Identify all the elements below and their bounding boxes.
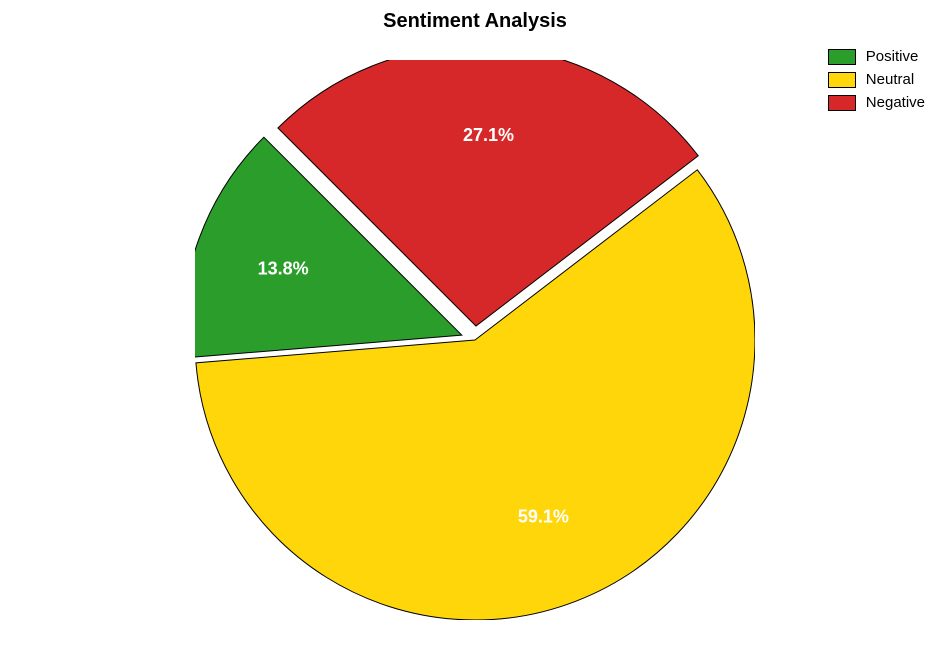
legend-item-positive: Positive xyxy=(828,48,925,65)
legend-label-neutral: Neutral xyxy=(866,71,914,88)
slice-label-negative: 27.1% xyxy=(463,125,514,145)
legend-swatch-negative xyxy=(828,95,856,111)
slice-label-positive: 13.8% xyxy=(258,258,309,278)
legend: Positive Neutral Negative xyxy=(828,48,925,111)
legend-item-negative: Negative xyxy=(828,94,925,111)
legend-swatch-positive xyxy=(828,49,856,65)
chart-title: Sentiment Analysis xyxy=(0,10,950,33)
legend-swatch-neutral xyxy=(828,72,856,88)
slice-label-neutral: 59.1% xyxy=(518,506,569,526)
legend-label-negative: Negative xyxy=(866,94,925,111)
pie-chart: 27.1% 59.1% 13.8% xyxy=(195,60,755,620)
legend-item-neutral: Neutral xyxy=(828,71,925,88)
legend-label-positive: Positive xyxy=(866,48,919,65)
